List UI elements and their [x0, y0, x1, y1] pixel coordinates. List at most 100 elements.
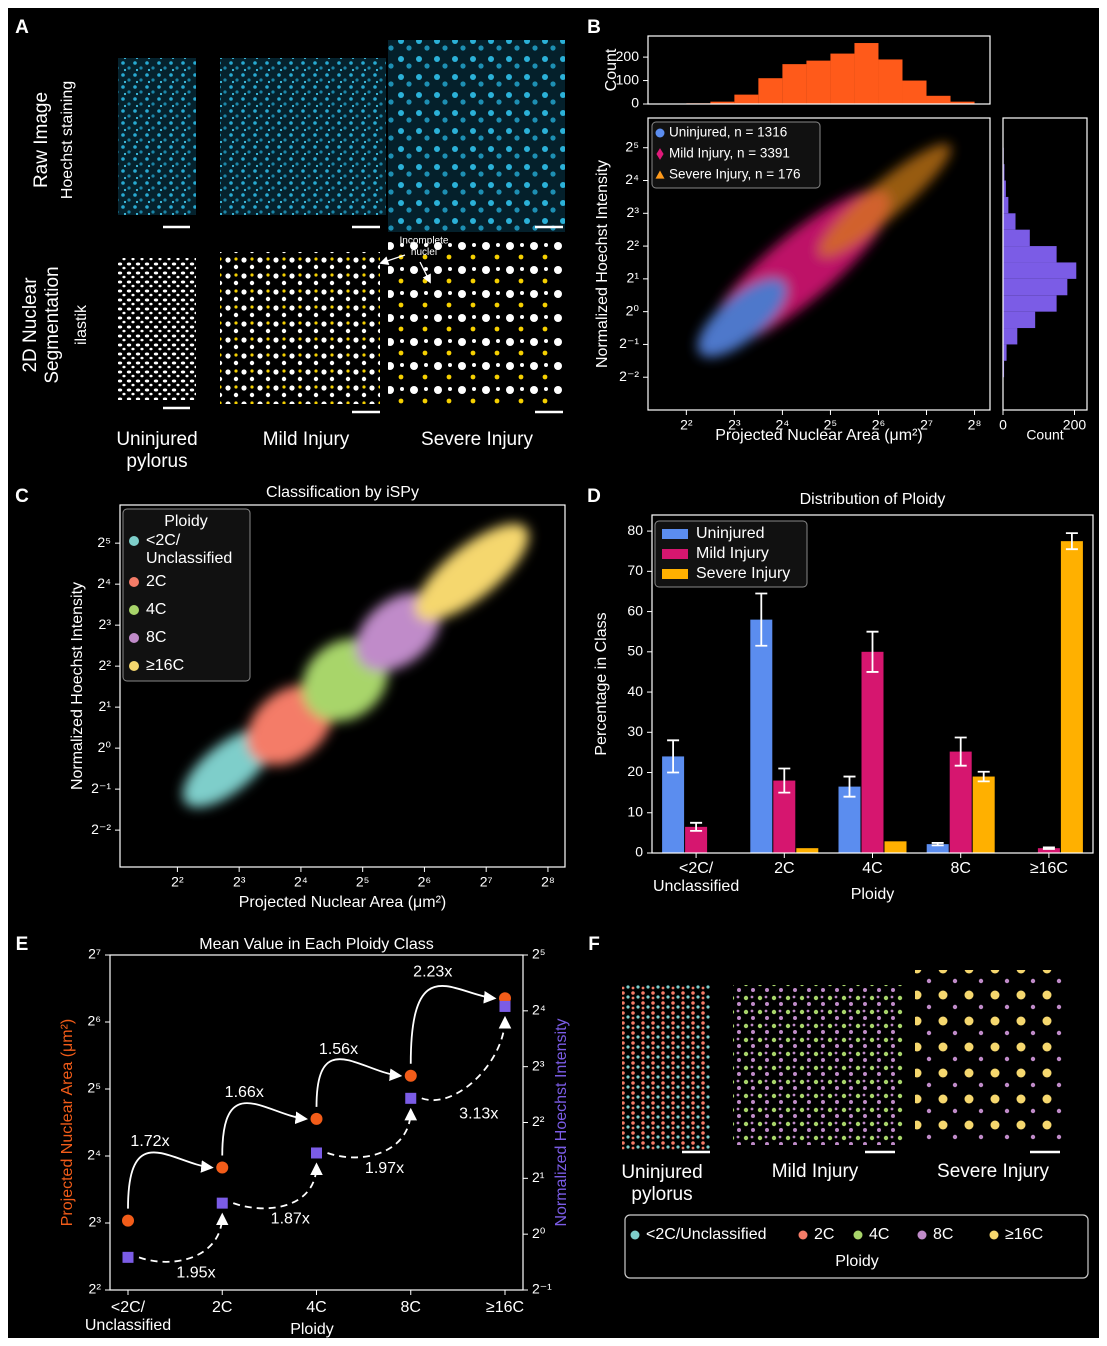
- row-title: Raw Image: [31, 92, 52, 188]
- legend-label: 2C: [814, 1226, 834, 1243]
- panel-letter: A: [15, 17, 29, 38]
- y-tick-label: 2⁶: [87, 1013, 101, 1029]
- y-tick-label: 2⁰: [626, 302, 640, 318]
- panel-letter: B: [587, 17, 601, 38]
- y-tick-label: 2⁴: [532, 1002, 546, 1018]
- y-tick-label: 30: [627, 723, 643, 739]
- legend-label: Mild Injury, n = 3391: [669, 146, 790, 161]
- legend-label: 2C: [146, 573, 166, 590]
- legend-label: 4C: [146, 601, 166, 618]
- ratio-label: 1.95x: [176, 1265, 215, 1282]
- y-tick-label: 2⁻¹: [619, 335, 639, 351]
- legend-label: Mild Injury: [696, 545, 769, 562]
- legend-marker: [918, 1231, 927, 1240]
- x-tick-label: 0: [999, 417, 1007, 433]
- y-tick-label: 10: [627, 803, 643, 819]
- x-tick-label: 4C: [862, 860, 882, 877]
- histogram-bar: [1003, 197, 1008, 213]
- x-tick-label: 2⁸: [541, 874, 555, 890]
- x-axis-label: Projected Nuclear Area (μm²): [715, 427, 923, 444]
- y-axis-label: Percentage in Class: [593, 612, 610, 755]
- y-tick-label: 2²: [627, 237, 640, 253]
- marker: [129, 605, 139, 615]
- marker: [405, 1070, 417, 1082]
- x-tick-label: 200: [1063, 417, 1087, 433]
- y-tick-label: 2³: [627, 204, 640, 220]
- y-tick-label: 2⁵: [625, 138, 639, 154]
- legend-label: <2C/Unclassified: [646, 1226, 767, 1243]
- x-tick-label: ≥16C: [486, 1299, 524, 1316]
- panel-letter: E: [16, 934, 29, 955]
- bar: [885, 841, 907, 853]
- y-tick-label: 0: [631, 95, 639, 111]
- legend-title: Ploidy: [835, 1253, 879, 1270]
- y-axis-label: Normalized Hoechst Intensity: [69, 582, 86, 790]
- legend-label: ≥16C: [146, 657, 184, 674]
- legend-marker: [854, 1231, 863, 1240]
- y-tick-label: 2⁰: [532, 1225, 546, 1241]
- chart-title: Mean Value in Each Ploidy Class: [199, 936, 434, 953]
- legend-label: ≥16C: [1005, 1226, 1043, 1243]
- y-tick-label: 2²: [99, 657, 112, 673]
- y-tick-label: 2⁴: [97, 575, 111, 591]
- y-tick-label: 2⁴: [87, 1147, 101, 1163]
- legend-label: Severe Injury: [696, 565, 790, 582]
- panel-letter: C: [15, 486, 29, 507]
- legend-box: [123, 509, 250, 681]
- page: ABCDEFRaw ImageHoechst staining2D Nuclea…: [0, 0, 1107, 1346]
- y-tick-label: 2⁵: [532, 946, 546, 962]
- y2-axis-label: Normalized Hoechst Intensity: [553, 1018, 570, 1226]
- histogram-bar: [1003, 230, 1030, 246]
- chart-title: Distribution of Ploidy: [800, 491, 946, 508]
- x-tick-label: 2³: [233, 874, 246, 890]
- ratio-label: 1.66x: [225, 1084, 264, 1101]
- y-tick-label: 2⁷: [88, 946, 101, 962]
- image-caption: Mild Injury: [263, 429, 350, 450]
- y-tick-label: 60: [627, 602, 643, 618]
- legend-label: Uninjured, n = 1316: [669, 125, 787, 140]
- y-tick-label: 2⁻²: [619, 368, 639, 384]
- ratio-label: 3.13x: [459, 1106, 498, 1123]
- histogram-bar: [1003, 295, 1057, 311]
- x-tick-label: 2²: [680, 417, 693, 433]
- y-tick-label: 2²: [89, 1281, 102, 1297]
- panel-letter: F: [588, 934, 600, 955]
- row-subtitle: ilastik: [73, 304, 90, 345]
- image-caption: Mild Injury: [772, 1161, 859, 1182]
- histogram-bar: [927, 96, 951, 104]
- legend-title: Ploidy: [164, 513, 208, 530]
- legend-label: Severe Injury, n = 176: [669, 167, 800, 182]
- marker: [311, 1147, 322, 1158]
- y-tick-label: 2⁻²: [91, 821, 111, 837]
- x-axis-label: Ploidy: [851, 886, 895, 903]
- ratio-label: 1.56x: [319, 1041, 358, 1058]
- histogram-bar: [830, 54, 854, 104]
- marker: [405, 1093, 416, 1104]
- legend-swatch: [662, 529, 688, 539]
- x-tick-label: 4C: [306, 1299, 326, 1316]
- x-axis-label: Projected Nuclear Area (μm²): [239, 894, 447, 911]
- legend-label: 8C: [146, 629, 166, 646]
- x-tick-label: 2²: [171, 874, 184, 890]
- marker: [500, 1001, 511, 1012]
- bar: [950, 752, 972, 853]
- marker: [216, 1162, 228, 1174]
- histogram-bar: [878, 59, 902, 104]
- y-tick-label: 2⁴: [625, 171, 639, 187]
- y-tick-label: 2⁵: [97, 534, 111, 550]
- y-tick-label: 2¹: [627, 270, 640, 286]
- y-tick-label: 2³: [89, 1214, 102, 1230]
- y-tick-label: 50: [627, 643, 643, 659]
- legend-marker: [631, 1231, 640, 1240]
- image-caption: Uninjuredpylorus: [621, 1162, 702, 1205]
- bar: [1061, 541, 1083, 853]
- y-axis-label: Projected Nuclear Area (μm²): [59, 1019, 76, 1227]
- marker: [122, 1215, 134, 1227]
- bar: [973, 777, 995, 853]
- y-tick-label: 2¹: [99, 698, 112, 714]
- y-tick-label: 2⁰: [98, 739, 112, 755]
- x-axis-label: Count: [1026, 427, 1063, 443]
- marker: [129, 577, 139, 587]
- figure: ABCDEFRaw ImageHoechst staining2D Nuclea…: [0, 0, 1107, 1346]
